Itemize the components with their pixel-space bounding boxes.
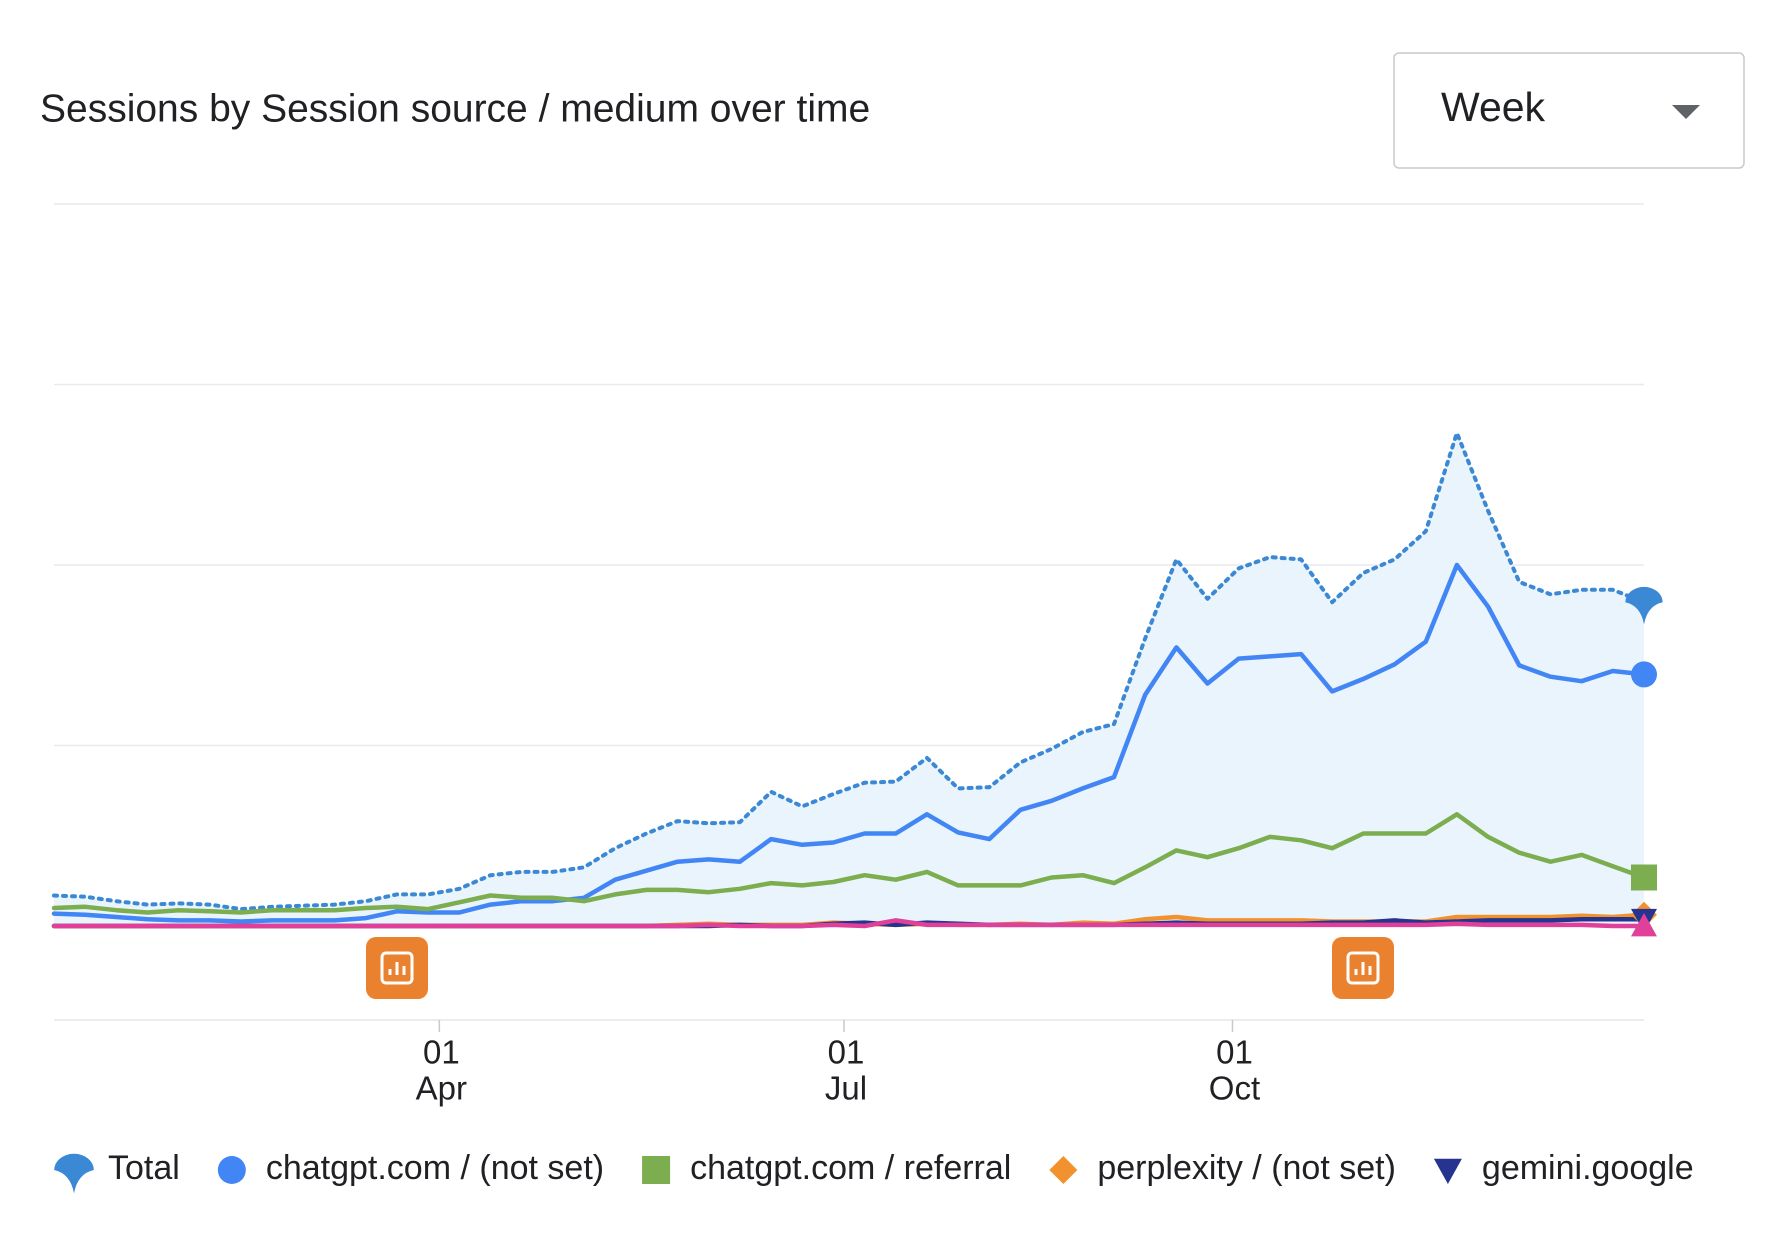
legend-label: Total (108, 1149, 180, 1187)
annotation-icon[interactable] (1332, 937, 1394, 999)
x-tick-label: 01 (1216, 1034, 1253, 1071)
annotation-glyph[interactable] (1346, 951, 1380, 985)
legend-marker (1433, 1158, 1462, 1184)
x-tick-label: Jul (825, 1070, 867, 1107)
legend-marker (217, 1156, 246, 1184)
x-tick-label: 01 (423, 1034, 460, 1071)
legend-label: chatgpt.com / (not set) (266, 1149, 604, 1187)
x-tick-label: Oct (1209, 1070, 1260, 1107)
end-marker (1631, 913, 1657, 937)
legend-label: perplexity / (not set) (1097, 1149, 1396, 1187)
end-marker (1625, 586, 1663, 625)
dropdown-arrow[interactable] (1672, 105, 1700, 119)
end-marker (1631, 864, 1657, 891)
end-marker (1631, 661, 1657, 688)
granularity-dropdown[interactable]: Week (1393, 52, 1745, 169)
x-tick-label: Apr (416, 1070, 467, 1107)
annotation-icon[interactable] (366, 937, 428, 999)
series-line (51, 562, 1647, 924)
series-line (51, 918, 1647, 929)
dropdown-box[interactable] (1393, 52, 1745, 169)
series-line (51, 812, 1647, 915)
legend-marker (54, 1153, 94, 1194)
legend-label: gemini.google (1482, 1149, 1694, 1187)
annotation-glyph[interactable] (380, 951, 414, 985)
legend-label: chatgpt.com / referral (690, 1149, 1011, 1187)
x-tick-label: 01 (828, 1034, 865, 1071)
chart-title: Sessions by Session source / medium over… (40, 87, 870, 130)
series-line (52, 431, 1646, 912)
series-area (54, 433, 1644, 926)
annotation-glyph[interactable] (1354, 962, 1372, 975)
annotation-glyph[interactable] (388, 962, 406, 975)
legend-marker (1049, 1156, 1078, 1184)
legend-marker (642, 1156, 671, 1184)
dropdown-value[interactable]: Week (1441, 84, 1546, 130)
